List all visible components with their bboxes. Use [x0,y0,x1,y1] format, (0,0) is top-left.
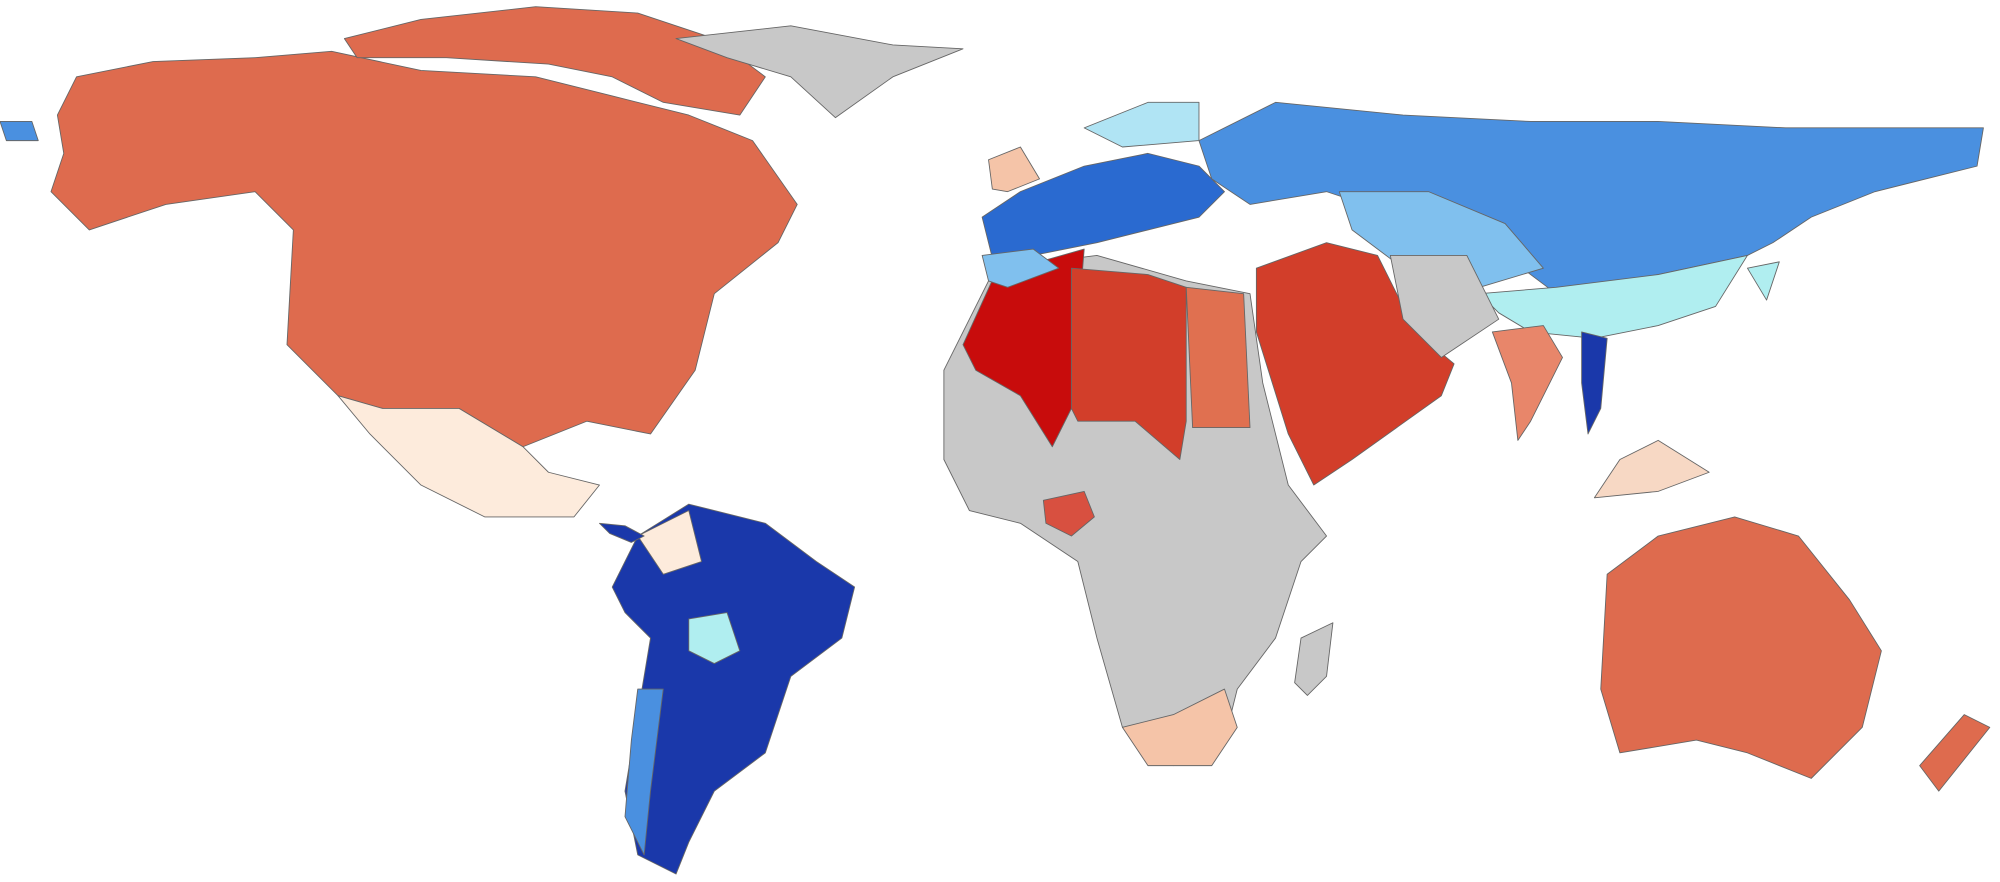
arctic-islands [343,6,766,116]
china [1479,254,1748,339]
arabia [1255,242,1455,486]
new-zealand [1919,714,1991,792]
british-isles [988,146,1040,193]
colombia [637,510,702,575]
iran [1389,254,1500,358]
central-america [599,522,645,543]
north-america [50,50,798,448]
southeast-asia [1581,331,1608,435]
japan [1747,261,1780,301]
chukotka [0,121,39,142]
chile [624,688,664,856]
greenland [675,25,964,119]
madagascar [1294,622,1334,696]
india [1491,325,1563,441]
egypt [1185,286,1251,429]
south-africa [1122,688,1238,767]
russia [1198,101,1984,295]
iberia [981,248,1060,288]
libya [1070,267,1187,460]
mexico [337,395,600,518]
bolivia [688,612,741,665]
central-asia [1338,191,1544,288]
australia [1600,516,1882,779]
nigeria [1042,490,1095,537]
indonesia [1593,439,1710,499]
scandinavia [1083,101,1200,148]
